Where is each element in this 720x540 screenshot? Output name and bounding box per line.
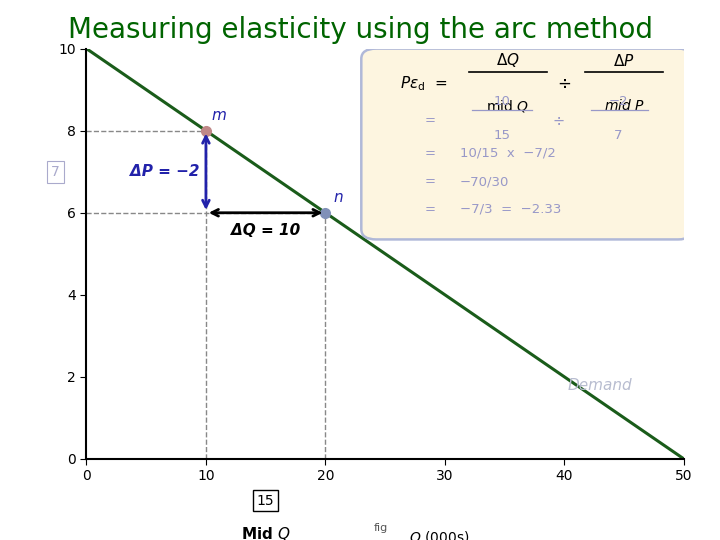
Text: −2: −2 — [608, 95, 628, 108]
Text: fig: fig — [373, 523, 387, 532]
Text: ΔQ = 10: ΔQ = 10 — [231, 223, 300, 238]
Text: 15: 15 — [493, 129, 510, 141]
Text: 10/15  x  −7/2: 10/15 x −7/2 — [460, 147, 556, 160]
Text: 15: 15 — [257, 494, 274, 508]
Text: Mid $Q$: Mid $Q$ — [240, 525, 291, 540]
Text: m: m — [212, 109, 227, 123]
Text: $\div$: $\div$ — [552, 113, 564, 128]
Text: Demand: Demand — [568, 377, 633, 393]
Text: mid $Q$: mid $Q$ — [486, 98, 529, 114]
Text: −7/3  =  −2.33: −7/3 = −2.33 — [460, 203, 562, 216]
Text: $\Delta Q$: $\Delta Q$ — [496, 51, 520, 69]
Text: =: = — [425, 147, 436, 160]
Text: mid $P$: mid $P$ — [604, 98, 644, 113]
Text: 10: 10 — [493, 95, 510, 108]
Text: Mid P: Mid P — [0, 539, 1, 540]
Text: −70/30: −70/30 — [460, 176, 509, 188]
Text: =: = — [425, 114, 436, 127]
Text: ΔP = −2: ΔP = −2 — [130, 164, 200, 179]
Text: $P\varepsilon_{\rm d}$  =: $P\varepsilon_{\rm d}$ = — [400, 74, 448, 93]
Text: n: n — [334, 190, 343, 205]
Text: 7: 7 — [614, 129, 623, 141]
Text: $\Delta P$: $\Delta P$ — [613, 53, 635, 69]
Text: =: = — [425, 203, 436, 216]
Text: Measuring elasticity using the arc method: Measuring elasticity using the arc metho… — [68, 16, 652, 44]
Text: $Q$ (000s): $Q$ (000s) — [409, 529, 469, 540]
Text: $\div$: $\div$ — [557, 75, 572, 92]
FancyBboxPatch shape — [361, 49, 693, 239]
Text: 7: 7 — [51, 165, 60, 179]
Text: =: = — [425, 176, 436, 188]
